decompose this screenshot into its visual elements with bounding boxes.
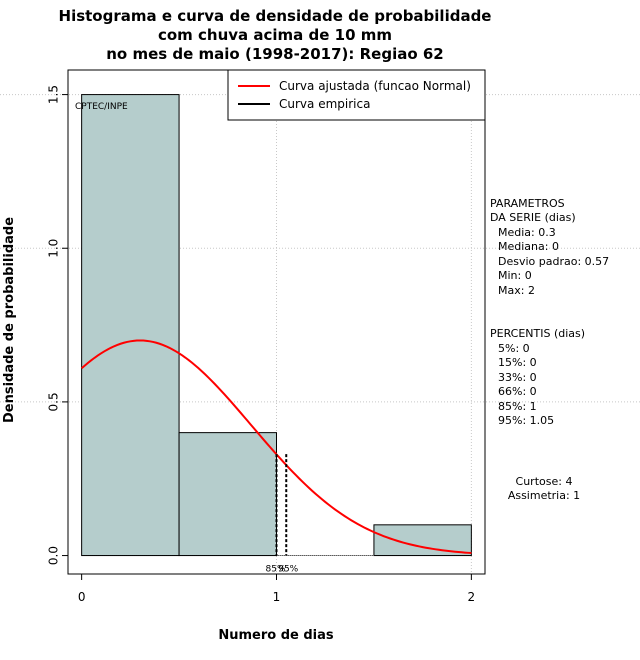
y-tick-label-1: 0.5 [47,392,61,411]
percentile-5: 5%: 0 [498,342,530,355]
param-median: Mediana: 0 [498,240,559,253]
x-tick-label-2: 2 [468,590,476,604]
histogram-bar-2 [373,524,472,557]
params-heading-1: PARAMETROS [490,197,565,210]
x-tick-label-0: 0 [78,590,86,604]
legend-box [227,69,486,121]
percentile-66: 66%: 0 [498,385,537,398]
percentile-label-95%: 95% [278,565,298,575]
histogram-bars [81,94,472,557]
percentiles-heading: PERCENTIS (dias) [490,327,585,340]
chart-title-line-1: Histograma e curva de densidade de proba… [59,7,492,25]
y-tick-label-0: 0.0 [47,546,61,565]
y-tick-label-2: 1.0 [47,239,61,258]
series-parameters-panel: PARAMETROS DA SERIE (dias) Media: 0.3 Me… [490,197,609,297]
chart-title-line-3: no mes de maio (1998-2017): Regiao 62 [106,45,444,63]
percentile-markers: 85%95% [266,454,299,575]
y-tick-label-3: 1.5 [47,85,61,104]
x-tick-label-1: 1 [273,590,281,604]
source-annotation: CPTEC/INPE [75,102,128,112]
histogram-bar-0 [81,94,180,557]
percentiles-panel: PERCENTIS (dias) 5%: 0 15%: 0 33%: 0 66%… [490,327,585,427]
param-mean: Media: 0.3 [498,226,556,239]
histogram-bar-1 [178,432,278,557]
moments-panel: Curtose: 4 Assimetria: 1 [508,475,580,502]
percentile-85: 85%: 1 [498,400,537,413]
param-min: Min: 0 [498,269,532,282]
skewness: Assimetria: 1 [508,489,580,502]
x-axis-label: Numero de dias [218,628,334,643]
legend: Curva ajustada (funcao Normal) Curva emp… [227,69,486,121]
chart-title-line-2: com chuva acima de 10 mm [158,26,392,44]
kurtosis: Curtose: 4 [516,475,573,488]
y-axis-label: Densidade de probabilidade [2,217,17,423]
axes: 0 1 2 0.0 0.5 1.0 1.5 [47,85,476,604]
percentile-label-85%: 85% [266,565,286,575]
percentile-15: 15%: 0 [498,356,537,369]
param-max: Max: 2 [498,284,535,297]
param-sd: Desvio padrao: 0.57 [498,255,609,268]
params-heading-2: DA SERIE (dias) [490,211,576,224]
legend-label-empirical: Curva empirica [279,97,370,111]
percentile-95: 95%: 1.05 [498,414,554,427]
percentile-33: 33%: 0 [498,371,537,384]
legend-label-normal: Curva ajustada (funcao Normal) [279,79,471,93]
